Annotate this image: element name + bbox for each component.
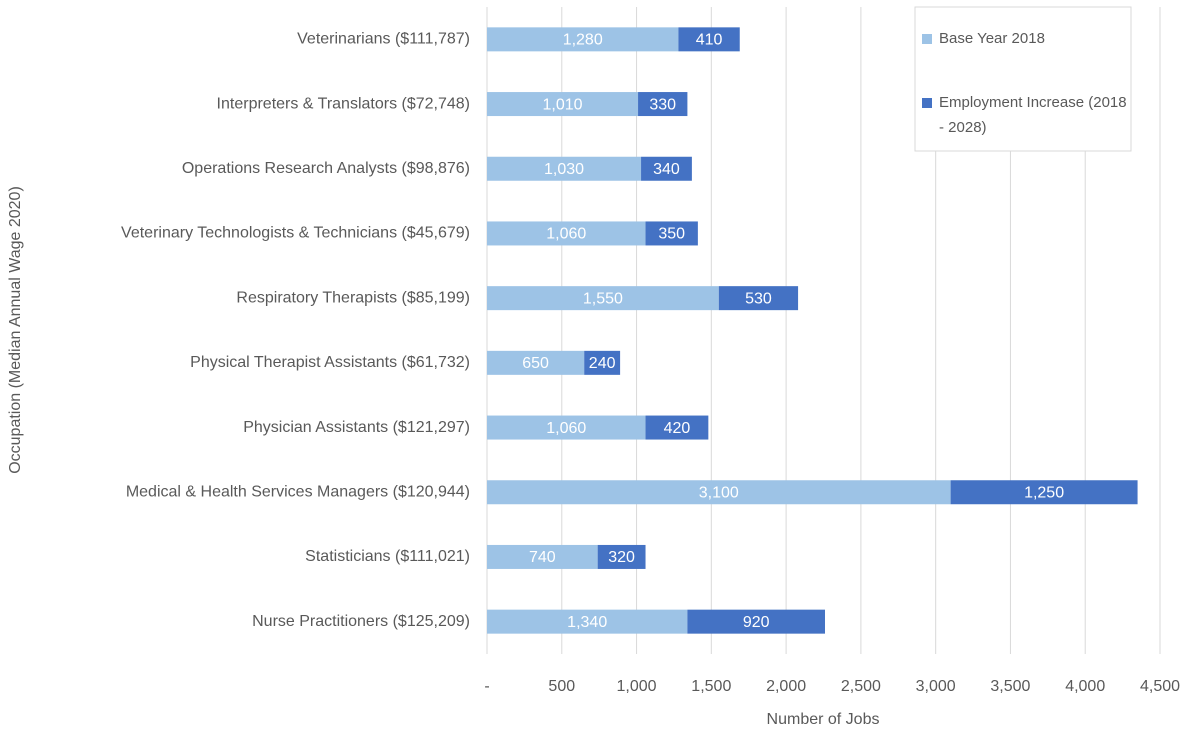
y-tick-label: Medical & Health Services Managers ($120… (126, 483, 470, 500)
data-label: 1,060 (546, 226, 586, 243)
y-tick-label: Respiratory Therapists ($85,199) (236, 289, 470, 306)
data-label: 320 (608, 549, 635, 566)
bar-segment (638, 92, 688, 117)
legend-box (914, 6, 1132, 152)
data-label: 530 (745, 290, 772, 307)
y-axis-title: Occupation (Median Annual Wage 2020) (7, 186, 24, 474)
bar-segment (487, 221, 646, 246)
data-label: 330 (649, 96, 676, 113)
data-label: 920 (743, 614, 770, 631)
data-label: 1,030 (544, 161, 584, 178)
x-tick-label: 4,000 (1065, 678, 1105, 695)
y-tick-label: Veterinarians ($111,787) (297, 31, 470, 48)
bar-segment (487, 156, 642, 181)
bar-segment (678, 27, 740, 52)
legend-label: Base Year 2018 (939, 30, 1045, 47)
bar-segment (950, 480, 1138, 505)
bar-segment (718, 286, 799, 311)
bar-segment (645, 221, 698, 246)
data-label: 650 (522, 355, 549, 372)
bar-segment (487, 609, 688, 634)
y-tick-label: Veterinary Technologists & Technicians (… (121, 225, 470, 242)
data-label: 340 (653, 161, 680, 178)
legend-swatch (922, 98, 932, 108)
bar-segment (584, 350, 621, 375)
data-label: 420 (664, 420, 691, 437)
data-label: 1,340 (567, 614, 607, 631)
data-label: 1,060 (546, 420, 586, 437)
data-label: 1,280 (563, 32, 603, 49)
data-label: 3,100 (699, 484, 739, 501)
y-tick-label: Interpreters & Translators ($72,748) (217, 95, 470, 112)
x-tick-label: 2,500 (841, 678, 881, 695)
data-label: 1,250 (1024, 484, 1064, 501)
bar-segment (487, 415, 646, 440)
y-tick-label: Nurse Practitioners ($125,209) (252, 613, 470, 630)
x-tick-label: 4,500 (1140, 678, 1180, 695)
legend-swatch (922, 34, 932, 44)
x-axis-title: Number of Jobs (767, 711, 880, 728)
y-tick-label: Operations Research Analysts ($98,876) (182, 160, 470, 177)
data-label: 1,550 (583, 290, 623, 307)
legend-label: Employment Increase (2018 - 2028) (939, 94, 1127, 136)
data-label: 410 (696, 32, 723, 49)
bar-segment (487, 544, 598, 569)
x-tick-label: 2,000 (766, 678, 806, 695)
bar-segment (645, 415, 709, 440)
x-tick-label: 500 (548, 678, 575, 695)
y-tick-label: Statisticians ($111,021) (305, 548, 470, 565)
data-label: 240 (589, 355, 616, 372)
bar-segment (487, 286, 719, 311)
x-tick-label: - (484, 678, 489, 695)
data-label: 350 (658, 226, 685, 243)
bar-segment (487, 350, 585, 375)
data-label: 740 (529, 549, 556, 566)
bar-segment (641, 156, 692, 181)
bar-segment (487, 480, 951, 505)
x-tick-label: 1,000 (617, 678, 657, 695)
x-tick-label: 1,500 (691, 678, 731, 695)
x-tick-label: 3,000 (916, 678, 956, 695)
y-tick-label: Physical Therapist Assistants ($61,732) (190, 354, 470, 371)
bar-segment (487, 27, 679, 52)
y-tick-label: Physician Assistants ($121,297) (243, 419, 470, 436)
bar-segment (597, 544, 646, 569)
bar-segment (687, 609, 825, 634)
bar-segment (487, 92, 639, 117)
x-tick-label: 3,500 (990, 678, 1030, 695)
data-label: 1,010 (543, 96, 583, 113)
